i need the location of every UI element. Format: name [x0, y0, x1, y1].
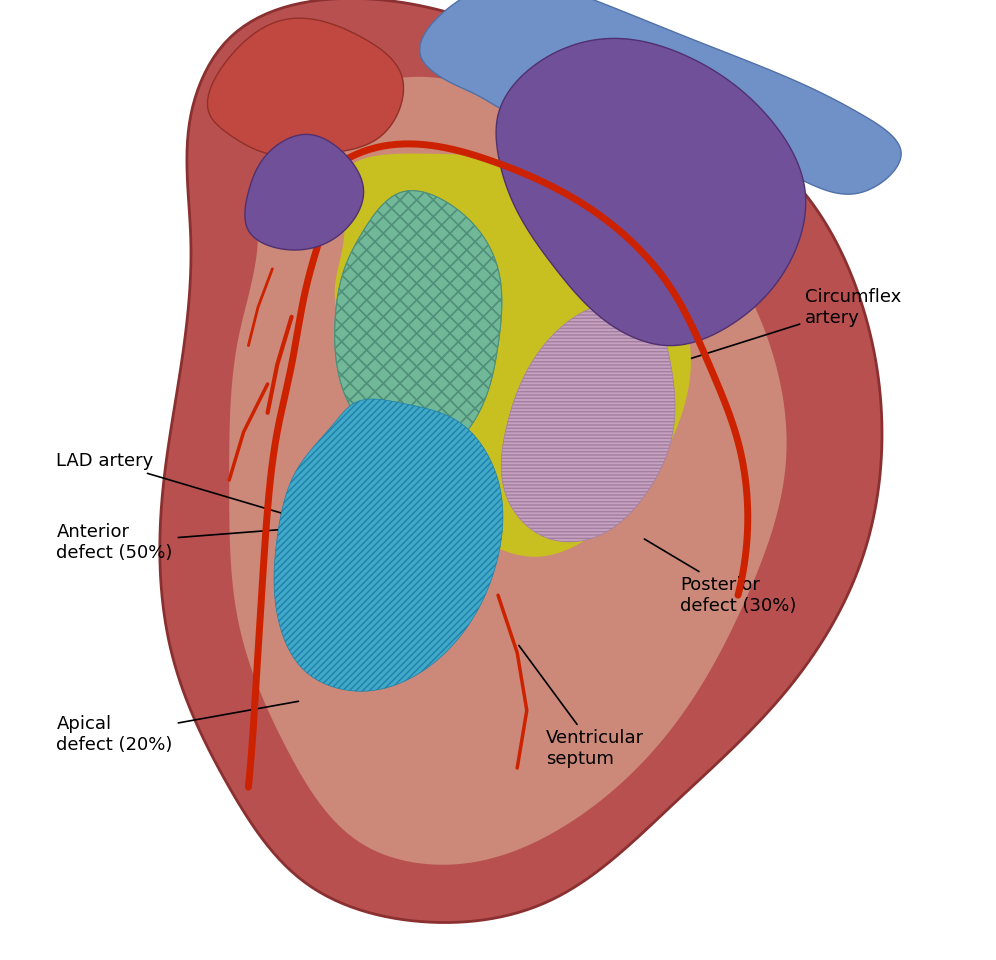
Text: Apical
defect (20%): Apical defect (20%) — [57, 702, 299, 754]
Text: Anterior
defect (50%): Anterior defect (50%) — [57, 523, 361, 562]
Text: Circumflex
artery: Circumflex artery — [673, 288, 901, 364]
Polygon shape — [419, 0, 901, 194]
Polygon shape — [159, 0, 882, 923]
Polygon shape — [335, 191, 502, 454]
Text: Posterior
defect (30%): Posterior defect (30%) — [644, 539, 797, 614]
Polygon shape — [501, 302, 675, 541]
Polygon shape — [207, 18, 403, 156]
Polygon shape — [335, 191, 502, 454]
Polygon shape — [229, 77, 787, 865]
Text: Ventricular
septum: Ventricular septum — [519, 645, 644, 768]
Text: LAD artery: LAD artery — [57, 452, 313, 522]
Polygon shape — [496, 38, 806, 346]
Polygon shape — [274, 399, 503, 691]
Polygon shape — [245, 134, 364, 250]
Polygon shape — [335, 154, 691, 557]
